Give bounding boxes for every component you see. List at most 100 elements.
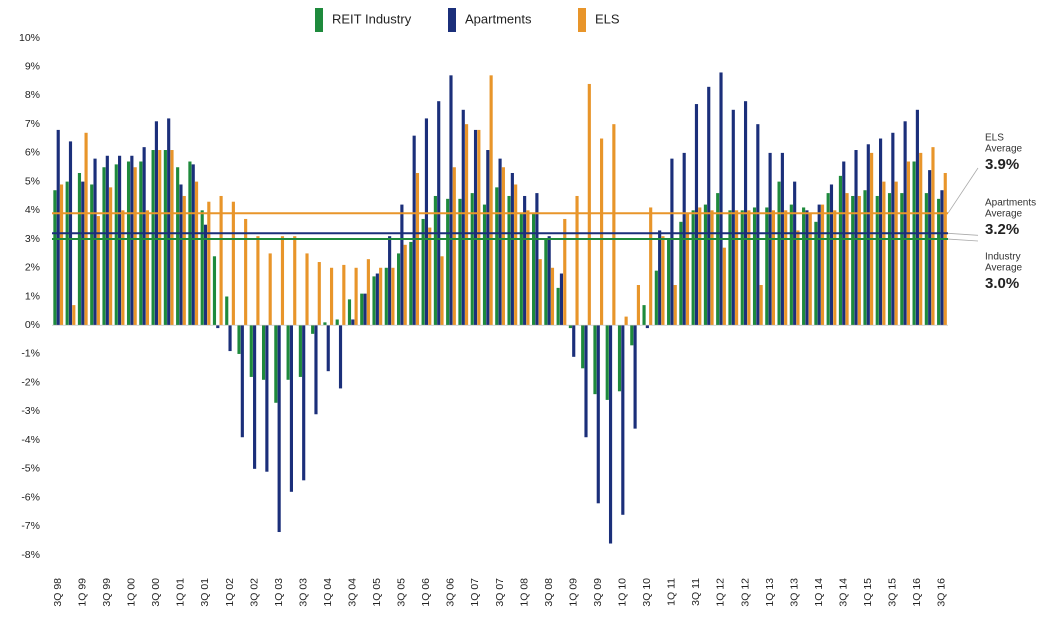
x-tick-label: 1Q 00	[126, 578, 138, 607]
bar	[581, 325, 585, 369]
x-tick-label: 1Q 16	[911, 578, 923, 607]
bar	[102, 167, 106, 326]
bar	[121, 210, 125, 326]
x-tick-label: 3Q 02	[248, 578, 260, 607]
bar	[133, 167, 137, 326]
bar	[891, 132, 895, 326]
bar	[802, 207, 806, 326]
bar	[397, 253, 401, 326]
bar	[572, 325, 576, 357]
bar	[624, 316, 628, 326]
bar	[384, 267, 388, 326]
bar	[323, 322, 327, 326]
x-tick-label: 1Q 08	[518, 578, 530, 607]
x-tick-label: 3Q 01	[199, 578, 211, 607]
bar	[428, 227, 432, 326]
bar	[452, 167, 456, 326]
bar	[219, 195, 223, 326]
bar	[244, 218, 248, 326]
bar	[796, 230, 800, 326]
bar	[151, 150, 155, 326]
x-tick-label: 3Q 08	[543, 578, 555, 607]
bar	[719, 72, 723, 326]
bar	[311, 325, 315, 334]
x-tick-label: 1Q 11	[666, 578, 678, 606]
y-tick-label: -2%	[21, 376, 40, 388]
annotation-connector	[947, 238, 979, 242]
bar	[118, 155, 122, 326]
bar	[544, 239, 548, 326]
bar	[851, 195, 855, 326]
bar	[191, 164, 195, 326]
bar	[703, 204, 708, 326]
x-tick-label: 1Q 06	[420, 578, 432, 607]
bar	[280, 236, 285, 326]
y-tick-label: -8%	[21, 549, 40, 561]
bar	[114, 164, 118, 326]
y-tick-label: 7%	[25, 118, 40, 130]
bar	[784, 210, 788, 326]
bar	[65, 181, 69, 326]
bar	[440, 256, 444, 326]
bar	[77, 172, 82, 326]
bar	[752, 207, 757, 326]
bar	[461, 109, 465, 326]
bar	[154, 121, 158, 326]
y-tick-label: 1%	[25, 290, 40, 302]
bar	[842, 161, 846, 326]
bar	[240, 325, 244, 438]
annotation-value: 3.0%	[985, 275, 1019, 292]
bar	[130, 155, 134, 326]
bar	[547, 236, 551, 326]
bar	[109, 187, 113, 326]
bar	[477, 129, 481, 326]
bar	[863, 190, 867, 326]
bar	[305, 253, 309, 326]
bar	[105, 155, 109, 326]
bar	[216, 325, 220, 329]
bar	[415, 172, 420, 326]
x-tick-label: 1Q 02	[224, 578, 236, 607]
bar	[375, 273, 379, 326]
bar	[314, 325, 318, 415]
bar	[93, 158, 97, 326]
bar	[731, 109, 735, 326]
bar	[142, 147, 146, 326]
bar	[793, 181, 797, 326]
x-tick-label: 1Q 15	[862, 578, 874, 607]
y-tick-label: 2%	[25, 262, 40, 274]
annotation-label: Industry	[985, 252, 1021, 263]
bar	[424, 118, 429, 326]
y-tick-label: -5%	[21, 463, 40, 475]
bar	[526, 210, 530, 326]
bar	[470, 193, 474, 326]
bar	[519, 213, 523, 326]
y-tick-label: -6%	[21, 491, 40, 503]
x-tick-label: 1Q 05	[371, 578, 383, 607]
bar	[458, 198, 462, 326]
x-tick-label: 3Q 07	[494, 578, 506, 607]
bar	[694, 104, 699, 326]
bar	[498, 158, 502, 326]
annotation-label: Apartments	[985, 198, 1036, 209]
bar	[482, 204, 487, 326]
x-tick-label: 3Q 10	[641, 578, 653, 607]
bar	[194, 181, 199, 326]
bar	[621, 325, 625, 515]
bar	[765, 207, 769, 326]
bar	[559, 273, 564, 326]
y-tick-label: 8%	[25, 89, 40, 101]
bar	[820, 204, 825, 326]
x-tick-label: 3Q 11	[690, 578, 702, 606]
bar	[400, 204, 404, 326]
bar	[421, 218, 425, 326]
bar	[501, 167, 505, 326]
bar	[756, 124, 760, 326]
bar	[882, 181, 886, 326]
y-tick-label: 4%	[25, 204, 40, 216]
x-tick-label: 3Q 06	[445, 578, 457, 607]
bar	[722, 247, 726, 326]
bar	[532, 213, 536, 326]
bar	[612, 124, 616, 326]
bar	[808, 213, 812, 326]
